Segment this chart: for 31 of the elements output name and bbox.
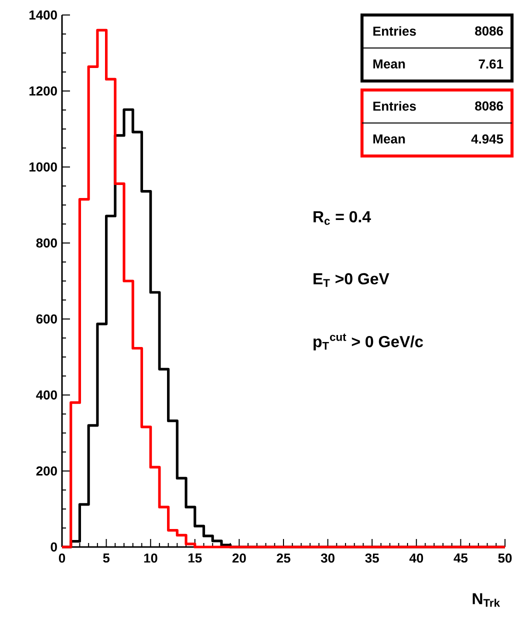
annotation: p$_{T}$$^{cut}$ > 0 GeV/c <box>314 334 423 350</box>
annotation: 8086 <box>475 26 504 36</box>
annotation: Entries <box>373 26 416 36</box>
y-tick-label: 400 <box>36 390 57 400</box>
x-tick-label: 35 <box>365 554 379 563</box>
annotation: Mean <box>373 134 405 144</box>
x-tick-label: 30 <box>320 554 334 563</box>
annotation: Entries <box>373 101 416 111</box>
annotation: 8086 <box>475 101 504 111</box>
y-tick-label: 200 <box>36 466 57 476</box>
y-tick-label: 0 <box>50 542 57 552</box>
y-tick-label: 1200 <box>29 86 57 96</box>
annotation: 7.61 <box>478 59 504 69</box>
y-tick-label: 600 <box>36 314 57 324</box>
x-tick-label: 20 <box>232 554 246 563</box>
annotation: 4.945 <box>471 134 504 144</box>
x-tick-label: 50 <box>498 554 512 563</box>
x-tick-label: 25 <box>276 554 290 563</box>
annotation: R$_{c}$ = 0.4 <box>314 211 371 225</box>
x-tick-label: 45 <box>454 554 468 563</box>
x-tick-label: 0 <box>58 554 66 563</box>
y-tick-label: 1400 <box>29 10 57 20</box>
annotation: E$_{T}$ >0 GeV <box>314 273 390 287</box>
x-tick-label: 40 <box>409 554 424 563</box>
x-tick-label: 5 <box>103 554 110 563</box>
x-axis-title: N$_{Trk}$ <box>472 593 500 607</box>
annotation: Mean <box>373 59 405 69</box>
y-tick-label: 800 <box>36 238 57 248</box>
y-tick-label: 1000 <box>29 162 57 172</box>
x-tick-label: 10 <box>144 554 158 563</box>
x-tick-label: 15 <box>188 554 202 563</box>
